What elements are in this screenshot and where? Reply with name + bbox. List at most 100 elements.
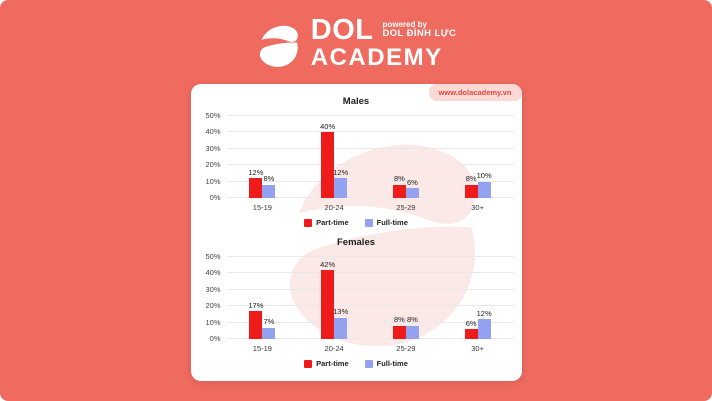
bar bbox=[321, 132, 335, 198]
chart-title: Females bbox=[336, 237, 376, 248]
bar-value-label: 42% bbox=[320, 259, 336, 269]
legend-label: Part-time bbox=[316, 359, 349, 368]
bar-full-time: 7% bbox=[262, 257, 276, 339]
bar-value-label: 6% bbox=[465, 318, 477, 328]
y-axis: 0% 10% 20% 30% 40% 50% bbox=[199, 112, 227, 202]
legend: Part-time Full-time bbox=[199, 218, 514, 227]
category-group-30-: 8% 10% bbox=[442, 116, 514, 198]
bar-part-time: 8% bbox=[392, 257, 406, 339]
bar-value-label: 8% bbox=[263, 174, 275, 184]
category-group-15-19: 12% 8% bbox=[227, 116, 299, 198]
bar-full-time: 12% bbox=[333, 116, 349, 198]
category-group-20-24: 40% 12% bbox=[298, 116, 370, 198]
bar-value-label: 12% bbox=[333, 167, 349, 177]
plot-grid: 17% 7% 42% 13% 8% 8% 6% 12% bbox=[226, 256, 514, 339]
bar-part-time: 6% bbox=[464, 257, 478, 339]
bar-value-label: 12% bbox=[476, 308, 492, 318]
bar-part-time: 42% bbox=[320, 257, 336, 339]
chart-females: Females 0% 10% 20% 30% 40% 50% 17% 7% 42% 13% 8% 8% 6… bbox=[199, 237, 514, 368]
powered-by-brand: DOL ĐÌNH LỰC bbox=[382, 28, 457, 40]
y-tick-label: 0% bbox=[209, 334, 221, 343]
y-tick-label: 50% bbox=[205, 111, 221, 120]
legend-label: Full-time bbox=[376, 359, 408, 368]
bar-full-time: 12% bbox=[476, 257, 492, 339]
dol-leaf-logo-icon bbox=[256, 17, 302, 74]
bar bbox=[334, 317, 348, 339]
legend-swatch bbox=[304, 359, 313, 368]
bar bbox=[405, 325, 419, 339]
bar-full-time: 8% bbox=[262, 116, 276, 198]
bar-value-label: 40% bbox=[320, 121, 336, 131]
header: DOL powered by DOL ĐÌNH LỰC ACADEMY bbox=[0, 0, 712, 84]
bar bbox=[392, 184, 406, 198]
bar bbox=[249, 311, 263, 339]
legend: Part-time Full-time bbox=[199, 359, 514, 368]
y-axis: 0% 10% 20% 30% 40% 50% bbox=[199, 253, 227, 343]
legend-swatch bbox=[364, 218, 373, 227]
legend-swatch bbox=[364, 359, 373, 368]
legend-label: Part-time bbox=[316, 218, 349, 227]
x-tick-label: 30+ bbox=[471, 344, 484, 353]
bar-groups: 12% 8% 40% 12% 8% 6% 8% 10% bbox=[227, 116, 514, 198]
chart-title: Males bbox=[342, 96, 370, 107]
y-tick-label: 10% bbox=[205, 176, 221, 186]
y-tick-label: 50% bbox=[205, 252, 221, 261]
x-tick-label: 30+ bbox=[471, 203, 484, 212]
logo-wordmark-academy: ACADEMY bbox=[310, 43, 443, 71]
legend-item-part-time: Part-time bbox=[304, 359, 349, 368]
bar-groups: 17% 7% 42% 13% 8% 8% 6% 12% bbox=[227, 257, 514, 339]
bar-value-label: 8% bbox=[393, 174, 405, 184]
x-tick-label: 20-24 bbox=[324, 203, 344, 212]
bar bbox=[262, 184, 276, 198]
plot-area: 0% 10% 20% 30% 40% 50% 12% 8% 40% 12% 8% 6% 8% 10% bbox=[199, 112, 514, 202]
bar-part-time: 17% bbox=[248, 257, 264, 339]
category-group-25-29: 8% 6% bbox=[370, 116, 442, 198]
bar-part-time: 12% bbox=[248, 116, 264, 198]
category-group-30-: 6% 12% bbox=[442, 257, 514, 339]
bar bbox=[249, 178, 263, 198]
bar-value-label: 8% bbox=[465, 174, 477, 184]
logo-wordmark-dol: DOL bbox=[310, 14, 374, 46]
bar bbox=[334, 178, 348, 198]
bar-value-label: 7% bbox=[263, 317, 275, 327]
bar bbox=[321, 270, 335, 339]
x-tick-label: 20-24 bbox=[324, 344, 344, 353]
bar-value-label: 12% bbox=[248, 167, 264, 177]
gridline bbox=[226, 131, 514, 133]
x-axis-labels: 15-19 20-24 25-29 30+ bbox=[227, 344, 514, 353]
bar-full-time: 13% bbox=[333, 257, 349, 339]
bar bbox=[464, 184, 478, 198]
legend-swatch bbox=[304, 218, 313, 227]
category-group-20-24: 42% 13% bbox=[298, 257, 370, 339]
y-tick-label: 30% bbox=[205, 284, 221, 294]
x-tick-label: 25-29 bbox=[396, 203, 416, 212]
bar bbox=[262, 327, 276, 339]
y-tick-label: 30% bbox=[205, 143, 221, 153]
legend-label: Full-time bbox=[376, 218, 408, 227]
plot-grid: 12% 8% 40% 12% 8% 6% 8% 10% bbox=[226, 115, 514, 198]
y-tick-label: 0% bbox=[209, 193, 221, 202]
chart-males: Males 0% 10% 20% 30% 40% 50% 12% 8% 40% 12% 8% 6% 8% 1… bbox=[199, 96, 514, 227]
plot-area: 0% 10% 20% 30% 40% 50% 17% 7% 42% 13% 8% 8% 6% 12% bbox=[199, 253, 514, 343]
powered-by-label: powered by bbox=[382, 20, 427, 29]
bar-value-label: 13% bbox=[333, 307, 349, 317]
bar bbox=[464, 329, 478, 339]
y-tick-label: 40% bbox=[205, 127, 221, 137]
bar bbox=[405, 188, 419, 198]
y-tick-label: 40% bbox=[205, 268, 221, 278]
bar bbox=[477, 319, 491, 339]
chart-card: www.dolacademy.vn Males 0% 10% 20% 30% 40% 50%… bbox=[190, 84, 522, 381]
bar bbox=[477, 181, 491, 198]
legend-item-full-time: Full-time bbox=[364, 218, 408, 227]
bar-value-label: 17% bbox=[248, 300, 264, 310]
logo-text-block: DOL powered by DOL ĐÌNH LỰC ACADEMY bbox=[310, 14, 457, 71]
bar-value-label: 8% bbox=[406, 315, 418, 325]
bar-part-time: 8% bbox=[392, 116, 406, 198]
x-axis-labels: 15-19 20-24 25-29 30+ bbox=[227, 203, 514, 212]
y-tick-label: 20% bbox=[205, 160, 221, 170]
x-tick-label: 15-19 bbox=[252, 203, 272, 212]
charts-container: Males 0% 10% 20% 30% 40% 50% 12% 8% 40% 12% 8% 6% 8% 1… bbox=[199, 96, 514, 368]
y-tick-label: 10% bbox=[205, 317, 221, 327]
website-badge: www.dolacademy.vn bbox=[428, 84, 522, 101]
